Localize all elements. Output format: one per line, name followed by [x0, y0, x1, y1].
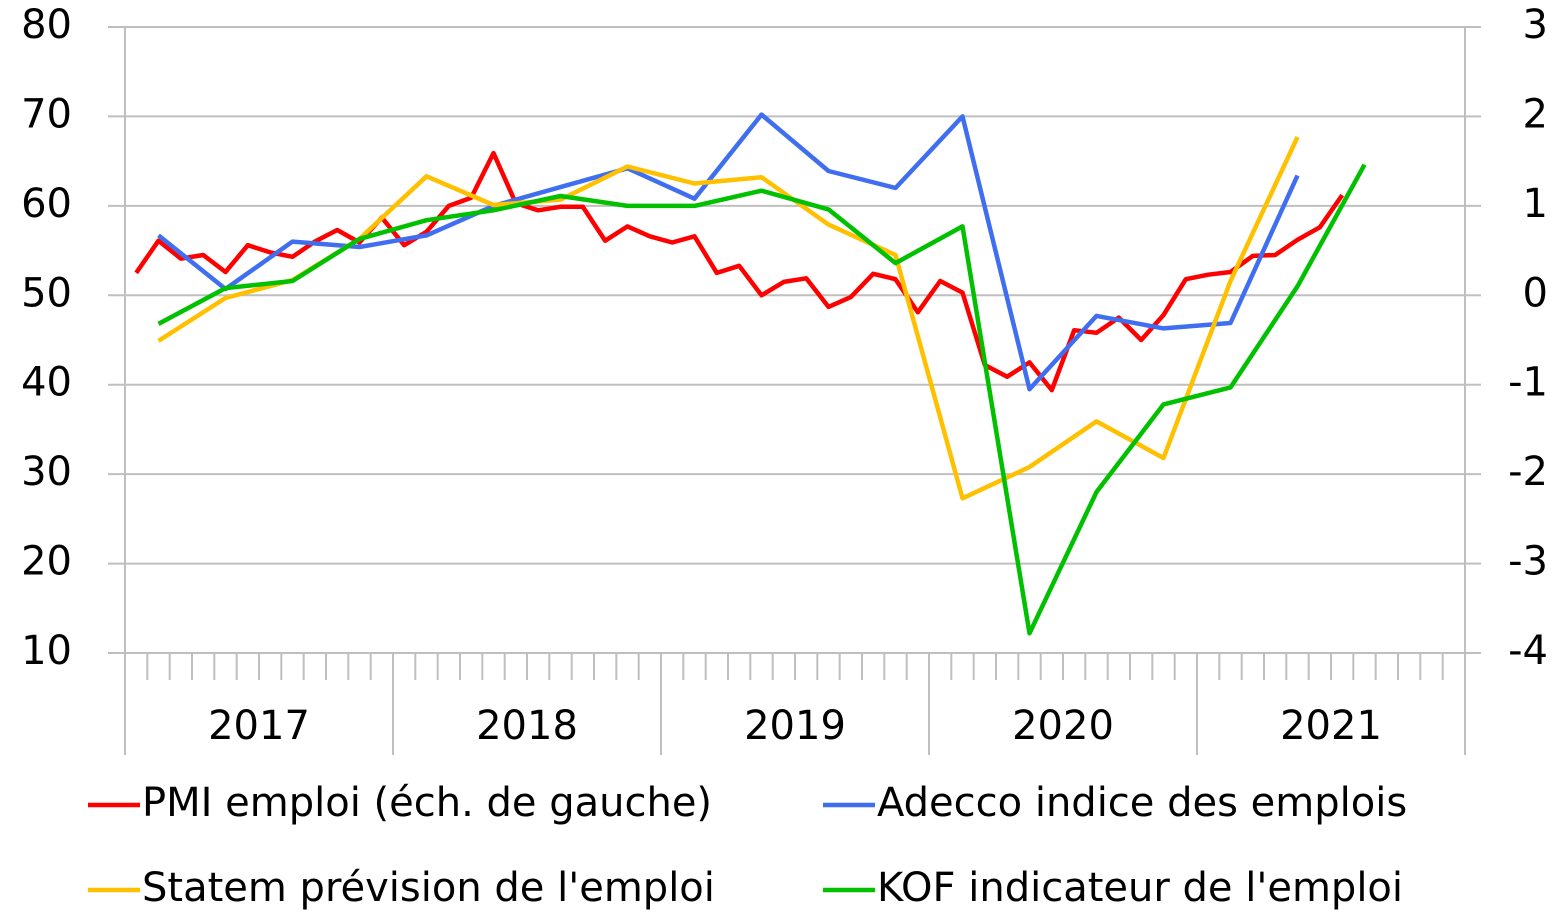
y-tick-label: 30: [21, 449, 72, 495]
y2-tick-label: -2: [1508, 449, 1548, 495]
y-tick-label: 40: [21, 360, 72, 406]
y-tick-label: 80: [21, 2, 72, 48]
legend-label: PMI emploi (éch. de gauche): [142, 780, 712, 826]
x-group-label: 2018: [476, 703, 578, 749]
series-line: [134, 150, 1345, 393]
legend-label: Statem prévision de l'emploi: [142, 865, 715, 911]
series-line: [157, 163, 1367, 636]
y-tick-label: 60: [21, 181, 72, 227]
x-group-label: 2017: [208, 703, 310, 749]
y2-tick-label: -3: [1508, 539, 1548, 585]
x-group-label: 2019: [744, 703, 846, 749]
y-tick-label: 50: [21, 270, 72, 316]
x-group-label: 2020: [1012, 703, 1114, 749]
legend-label: KOF indicateur de l'emploi: [877, 865, 1403, 911]
y2-tick-label: 2: [1523, 91, 1548, 137]
series-line: [157, 136, 1300, 501]
y2-tick-label: 0: [1523, 270, 1548, 316]
legend-label: Adecco indice des emplois: [877, 780, 1407, 826]
y2-tick-label: -4: [1508, 628, 1548, 674]
y2-tick-label: -1: [1508, 360, 1548, 406]
x-group-label: 2021: [1280, 703, 1382, 749]
y-tick-label: 20: [21, 539, 72, 585]
y-tick-label: 10: [21, 628, 72, 674]
series-line: [157, 112, 1300, 392]
y2-tick-label: 1: [1523, 181, 1548, 227]
y-tick-label: 70: [21, 91, 72, 137]
y2-tick-label: 3: [1523, 2, 1548, 48]
